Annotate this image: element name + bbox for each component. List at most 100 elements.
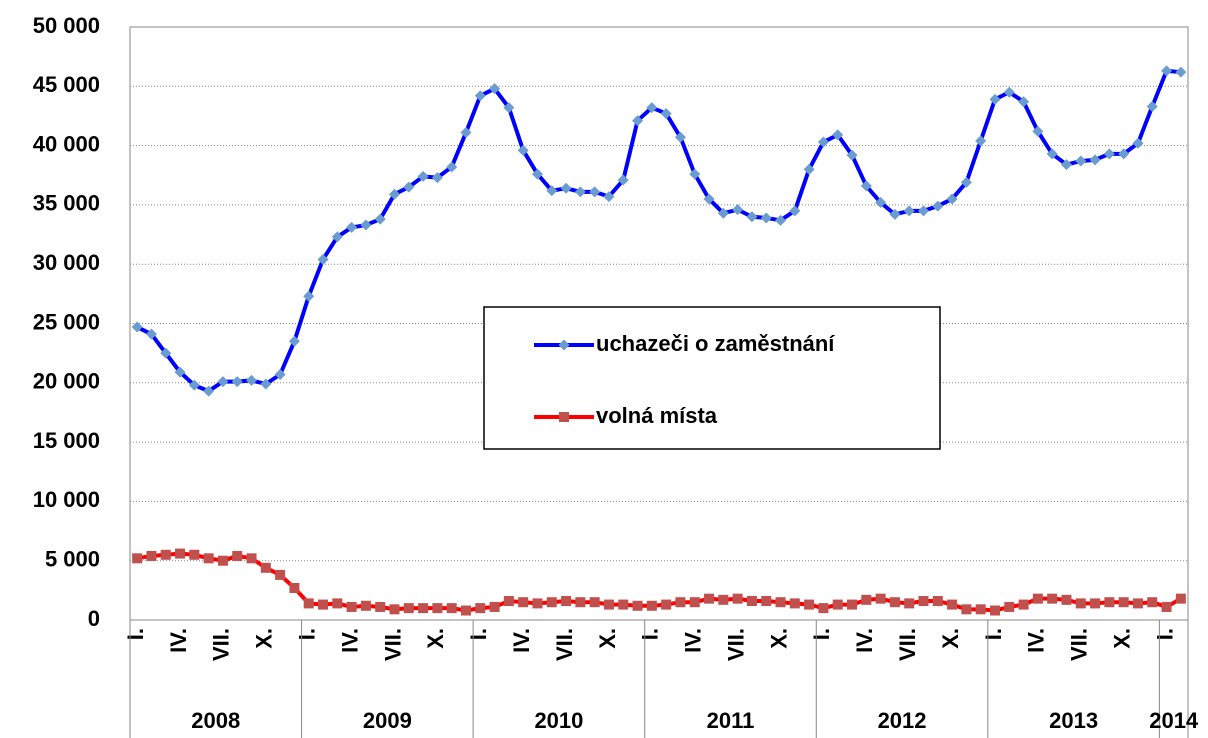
data-point — [375, 601, 386, 612]
x-tick-label: X. — [1109, 628, 1134, 649]
data-point — [889, 597, 900, 608]
legend-box — [483, 306, 941, 450]
group-label: 2008 — [191, 708, 240, 733]
data-point — [1118, 148, 1130, 160]
group-label: 2011 — [707, 708, 755, 733]
data-point — [1146, 100, 1158, 112]
data-point — [217, 555, 228, 566]
data-point — [1075, 598, 1086, 609]
data-point — [460, 127, 472, 139]
data-point — [318, 599, 329, 610]
data-point — [889, 208, 901, 220]
x-tick-label: IV. — [166, 628, 191, 653]
y-tick-label: 5 000 — [45, 547, 100, 572]
data-point — [689, 597, 700, 608]
data-point — [418, 603, 429, 614]
data-point — [1046, 148, 1058, 160]
data-point — [775, 214, 787, 226]
data-point — [560, 182, 572, 194]
data-point — [1004, 601, 1015, 612]
data-point — [432, 603, 443, 614]
data-point — [217, 376, 229, 388]
y-tick-label: 25 000 — [33, 309, 100, 334]
data-point — [417, 170, 429, 182]
data-point — [518, 597, 529, 608]
data-point — [475, 603, 486, 614]
data-point — [260, 378, 272, 390]
data-point — [618, 599, 629, 610]
x-tick-label: IV. — [852, 628, 877, 653]
group-label: 2013 — [1049, 708, 1098, 733]
data-point — [1032, 125, 1044, 137]
data-point — [675, 597, 686, 608]
data-point — [760, 212, 772, 224]
data-point — [431, 172, 443, 184]
data-point — [160, 549, 171, 560]
x-tick-label: X. — [252, 628, 277, 649]
data-point — [246, 374, 258, 386]
data-point — [403, 603, 414, 614]
data-point — [732, 204, 744, 216]
y-tick-label: 15 000 — [33, 428, 100, 453]
data-point — [717, 207, 729, 219]
x-tick-label: VII. — [723, 628, 748, 661]
data-point — [188, 379, 200, 391]
data-point — [989, 605, 1000, 616]
data-point — [646, 102, 658, 114]
data-point — [360, 219, 372, 231]
data-point — [575, 597, 586, 608]
x-tick-label: I. — [638, 628, 663, 640]
x-tick-label: X. — [766, 628, 791, 649]
data-point — [546, 185, 558, 197]
data-point — [746, 211, 758, 223]
data-point — [1047, 593, 1058, 604]
data-point — [203, 553, 214, 564]
data-point — [232, 550, 243, 561]
data-point — [145, 328, 157, 340]
data-point — [1147, 597, 1158, 608]
data-point — [1132, 137, 1144, 149]
data-point — [1132, 598, 1143, 609]
data-point — [875, 197, 887, 209]
data-point — [389, 604, 400, 615]
data-point — [332, 598, 343, 609]
data-point — [532, 598, 543, 609]
data-point — [288, 335, 300, 347]
y-tick-label: 45 000 — [33, 72, 100, 97]
data-point — [1090, 598, 1101, 609]
x-tick-label: VII. — [895, 628, 920, 661]
data-point — [531, 168, 543, 180]
data-point — [817, 136, 829, 148]
data-point — [617, 174, 629, 186]
data-point — [846, 149, 858, 161]
x-tick-label: I. — [981, 628, 1006, 640]
data-point — [904, 598, 915, 609]
data-point — [861, 594, 872, 605]
x-tick-label: X. — [423, 628, 448, 649]
data-point — [1161, 601, 1172, 612]
data-point — [489, 601, 500, 612]
y-tick-label: 50 000 — [33, 13, 100, 38]
data-point — [1089, 154, 1101, 166]
x-tick-label: I. — [1152, 628, 1177, 640]
data-point — [860, 180, 872, 192]
data-point — [1060, 159, 1072, 171]
data-point — [674, 131, 686, 143]
data-point — [331, 231, 343, 243]
data-point — [632, 600, 643, 611]
data-point — [346, 601, 357, 612]
data-point — [246, 553, 257, 564]
data-point — [559, 412, 569, 422]
data-point — [574, 186, 586, 198]
data-point — [1104, 597, 1115, 608]
data-point — [317, 253, 329, 265]
data-point — [804, 599, 815, 610]
data-point — [474, 90, 486, 102]
data-point — [203, 385, 215, 397]
x-tick-label: I. — [295, 628, 320, 640]
data-point — [660, 108, 672, 120]
x-tick-label: X. — [595, 628, 620, 649]
data-point — [661, 599, 672, 610]
data-point — [1103, 148, 1115, 160]
